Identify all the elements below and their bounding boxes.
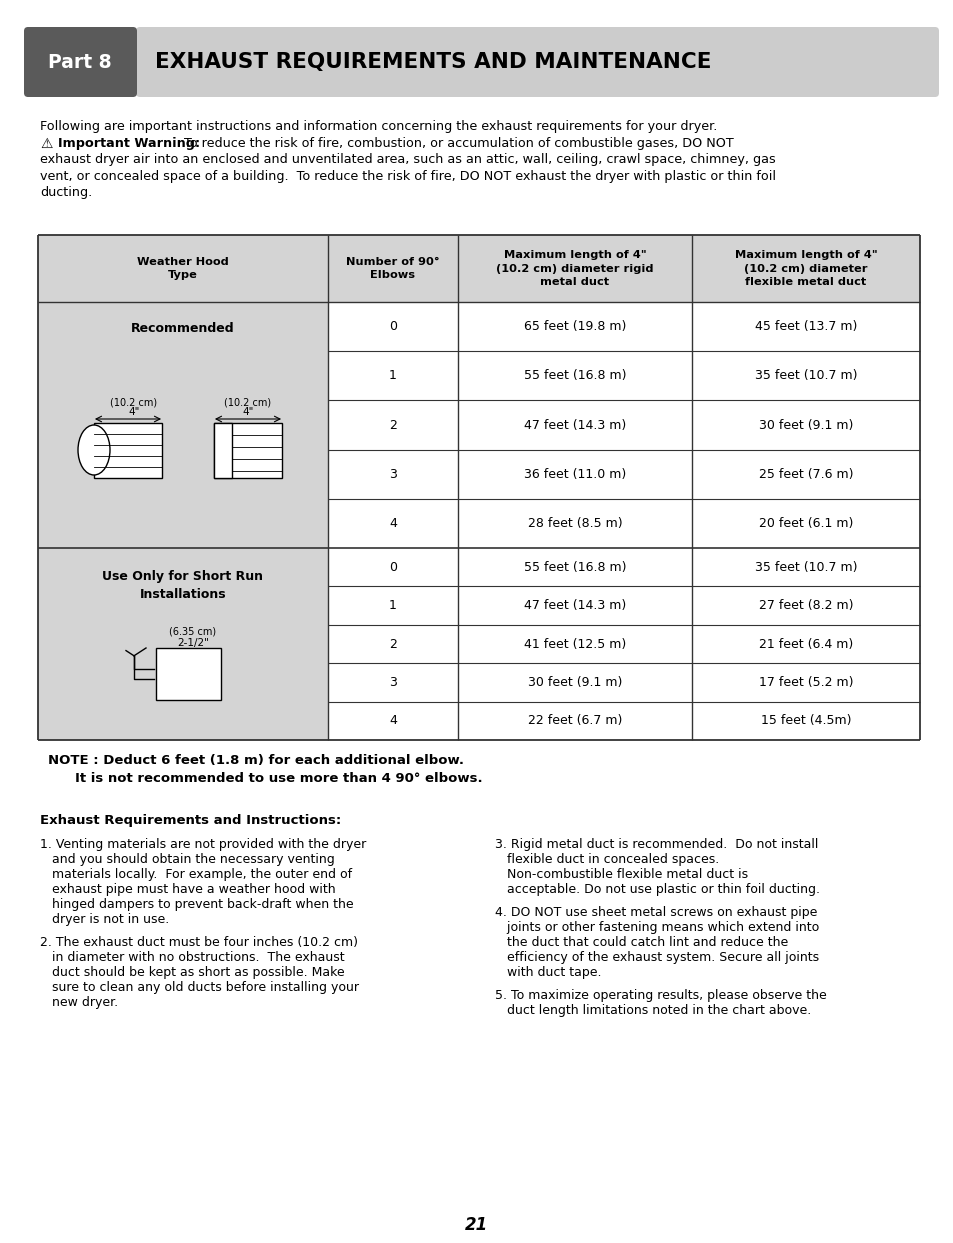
Text: with duct tape.: with duct tape.: [495, 966, 601, 979]
Text: the duct that could catch lint and reduce the: the duct that could catch lint and reduc…: [495, 936, 787, 948]
Text: 55 feet (16.8 m): 55 feet (16.8 m): [523, 369, 625, 383]
Text: 1. Venting materials are not provided with the dryer: 1. Venting materials are not provided wi…: [40, 838, 366, 851]
Text: dryer is not in use.: dryer is not in use.: [40, 914, 169, 926]
Text: It is not recommended to use more than 4 90° elbows.: It is not recommended to use more than 4…: [75, 772, 482, 786]
Text: 4: 4: [389, 517, 396, 530]
Text: 25 feet (7.6 m): 25 feet (7.6 m): [758, 467, 852, 481]
Text: 47 feet (14.3 m): 47 feet (14.3 m): [523, 599, 625, 612]
Text: 41 feet (12.5 m): 41 feet (12.5 m): [523, 638, 625, 650]
Text: joints or other fastening means which extend into: joints or other fastening means which ex…: [495, 921, 819, 933]
Text: 22 feet (6.7 m): 22 feet (6.7 m): [527, 715, 621, 727]
Text: 28 feet (8.5 m): 28 feet (8.5 m): [527, 517, 621, 530]
Text: 55 feet (16.8 m): 55 feet (16.8 m): [523, 561, 625, 574]
Bar: [38, 302, 328, 548]
Text: 21: 21: [465, 1216, 488, 1234]
Text: sure to clean any old ducts before installing your: sure to clean any old ducts before insta…: [40, 981, 358, 994]
Text: 36 feet (11.0 m): 36 feet (11.0 m): [523, 467, 625, 481]
Bar: [156, 648, 221, 700]
Text: 20 feet (6.1 m): 20 feet (6.1 m): [758, 517, 852, 530]
Text: duct should be kept as short as possible. Make: duct should be kept as short as possible…: [40, 966, 344, 979]
Text: in diameter with no obstructions.  The exhaust: in diameter with no obstructions. The ex…: [40, 951, 344, 965]
Text: 4": 4": [242, 406, 253, 416]
Text: Following are important instructions and information concerning the exhaust requ: Following are important instructions and…: [40, 121, 717, 133]
Text: vent, or concealed space of a building.  To reduce the risk of fire, DO NOT exha: vent, or concealed space of a building. …: [40, 169, 775, 183]
Text: 3. Rigid metal duct is recommended.  Do not install: 3. Rigid metal duct is recommended. Do n…: [495, 838, 818, 851]
Text: 17 feet (5.2 m): 17 feet (5.2 m): [758, 676, 852, 689]
Bar: [94, 423, 162, 479]
Text: acceptable. Do not use plastic or thin foil ducting.: acceptable. Do not use plastic or thin f…: [495, 883, 820, 896]
Text: 30 feet (9.1 m): 30 feet (9.1 m): [527, 676, 621, 689]
Text: ducting.: ducting.: [40, 186, 92, 199]
Text: 3: 3: [389, 676, 396, 689]
Ellipse shape: [78, 425, 110, 475]
Text: (10.2 cm): (10.2 cm): [111, 397, 157, 406]
Text: 0: 0: [389, 321, 396, 333]
Text: 21 feet (6.4 m): 21 feet (6.4 m): [758, 638, 852, 650]
Text: 5. To maximize operating results, please observe the: 5. To maximize operating results, please…: [495, 989, 826, 1002]
Text: 65 feet (19.8 m): 65 feet (19.8 m): [523, 321, 625, 333]
Text: 3: 3: [389, 467, 396, 481]
Text: Maximum length of 4"
(10.2 cm) diameter rigid
metal duct: Maximum length of 4" (10.2 cm) diameter …: [496, 250, 653, 287]
Text: materials locally.  For example, the outer end of: materials locally. For example, the oute…: [40, 868, 352, 881]
Text: 15 feet (4.5m): 15 feet (4.5m): [760, 715, 850, 727]
Text: 35 feet (10.7 m): 35 feet (10.7 m): [754, 369, 857, 383]
Bar: [213, 423, 282, 479]
Text: (6.35 cm): (6.35 cm): [170, 626, 216, 636]
Text: Maximum length of 4"
(10.2 cm) diameter
flexible metal duct: Maximum length of 4" (10.2 cm) diameter …: [734, 250, 877, 287]
Text: 2. The exhaust duct must be four inches (10.2 cm): 2. The exhaust duct must be four inches …: [40, 936, 357, 948]
Text: EXHAUST REQUIREMENTS AND MAINTENANCE: EXHAUST REQUIREMENTS AND MAINTENANCE: [154, 52, 711, 72]
Text: 30 feet (9.1 m): 30 feet (9.1 m): [758, 419, 852, 431]
Text: ⚠: ⚠: [40, 137, 52, 150]
Text: hinged dampers to prevent back-draft when the: hinged dampers to prevent back-draft whe…: [40, 897, 354, 911]
Text: and you should obtain the necessary venting: and you should obtain the necessary vent…: [40, 853, 335, 866]
Text: 1: 1: [389, 599, 396, 612]
Text: 47 feet (14.3 m): 47 feet (14.3 m): [523, 419, 625, 431]
Text: 0: 0: [389, 561, 396, 574]
Bar: [213, 423, 232, 479]
Text: 35 feet (10.7 m): 35 feet (10.7 m): [754, 561, 857, 574]
Text: 4. DO NOT use sheet metal screws on exhaust pipe: 4. DO NOT use sheet metal screws on exha…: [495, 906, 817, 919]
Text: 2: 2: [389, 638, 396, 650]
Text: 2-1/2": 2-1/2": [177, 638, 209, 648]
Text: 2: 2: [389, 419, 396, 431]
Text: Part 8: Part 8: [49, 52, 112, 72]
Text: exhaust dryer air into an enclosed and unventilated area, such as an attic, wall: exhaust dryer air into an enclosed and u…: [40, 153, 775, 167]
Text: (10.2 cm): (10.2 cm): [224, 397, 272, 406]
Text: NOTE : Deduct 6 feet (1.8 m) for each additional elbow.: NOTE : Deduct 6 feet (1.8 m) for each ad…: [48, 755, 463, 767]
FancyBboxPatch shape: [136, 27, 938, 97]
Text: duct length limitations noted in the chart above.: duct length limitations noted in the cha…: [495, 1004, 810, 1017]
Text: Non-combustible flexible metal duct is: Non-combustible flexible metal duct is: [495, 868, 747, 881]
Bar: [38, 548, 328, 740]
Text: 1: 1: [389, 369, 396, 383]
Text: 4: 4: [389, 715, 396, 727]
Text: 27 feet (8.2 m): 27 feet (8.2 m): [758, 599, 852, 612]
Text: 45 feet (13.7 m): 45 feet (13.7 m): [754, 321, 857, 333]
Text: 4": 4": [128, 406, 139, 416]
Text: exhaust pipe must have a weather hood with: exhaust pipe must have a weather hood wi…: [40, 883, 335, 896]
FancyBboxPatch shape: [24, 27, 137, 97]
Bar: [38, 235, 919, 302]
Text: Recommended: Recommended: [132, 322, 234, 336]
Text: new dryer.: new dryer.: [40, 996, 118, 1009]
Text: Use Only for Short Run
Installations: Use Only for Short Run Installations: [102, 571, 263, 602]
Text: efficiency of the exhaust system. Secure all joints: efficiency of the exhaust system. Secure…: [495, 951, 819, 965]
Text: flexible duct in concealed spaces.: flexible duct in concealed spaces.: [495, 853, 719, 866]
Text: Weather Hood
Type: Weather Hood Type: [137, 257, 229, 280]
Text: Exhaust Requirements and Instructions:: Exhaust Requirements and Instructions:: [40, 814, 341, 827]
Text: To reduce the risk of fire, combustion, or accumulation of combustible gases, DO: To reduce the risk of fire, combustion, …: [175, 137, 733, 149]
Text: Important Warning:: Important Warning:: [58, 137, 200, 149]
Text: Number of 90°
Elbows: Number of 90° Elbows: [346, 257, 439, 280]
